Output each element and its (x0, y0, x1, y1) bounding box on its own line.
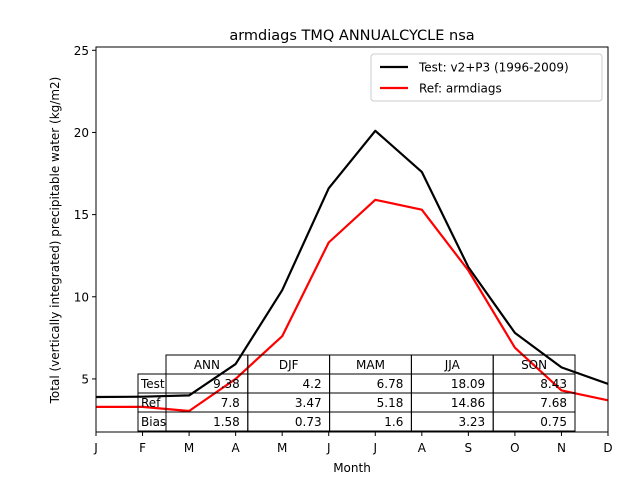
table-value: 9.38 (213, 377, 240, 391)
x-tick-label: N (557, 441, 566, 455)
y-tick-label: 5 (81, 372, 89, 386)
table-value: 18.09 (451, 377, 485, 391)
legend-box (370, 53, 603, 102)
x-tick-label: D (603, 441, 612, 455)
table-header-son: SON (521, 358, 547, 372)
table-cell (492, 411, 576, 432)
table-row-label-ref: Ref (141, 396, 161, 410)
table-header-djf: DJF (279, 358, 299, 372)
axes-frame (95, 46, 609, 433)
table-value: 4.2 (303, 377, 322, 391)
x-axis-label: Month (333, 461, 371, 475)
table-value: 6.78 (377, 377, 404, 391)
x-tick-label: J (326, 441, 331, 455)
table-value: 5.18 (377, 396, 404, 410)
x-tick-label: O (510, 441, 519, 455)
table-value: 7.68 (540, 396, 567, 410)
legend-label-test: Test: v2+P3 (1996-2009) (418, 61, 569, 75)
x-tick-label: F (139, 441, 146, 455)
table-header-mam: MAM (356, 358, 385, 372)
table-value: 3.47 (295, 396, 322, 410)
table-value: 7.8 (221, 396, 240, 410)
table-value: 1.6 (384, 415, 403, 429)
table-row-label-test: Test (140, 377, 165, 391)
table-value: 1.58 (213, 415, 240, 429)
x-tick-label: A (232, 441, 241, 455)
table-header-ann: ANN (194, 358, 220, 372)
x-tick-label: A (418, 441, 427, 455)
table-value: 0.73 (295, 415, 322, 429)
x-tick-label: M (184, 441, 194, 455)
y-tick-label: 20 (74, 126, 89, 140)
table-header-jja: JJA (444, 358, 461, 372)
table-value: 8.43 (540, 377, 567, 391)
legend-label-ref: Ref: armdiags (419, 82, 502, 96)
table-value: 14.86 (451, 396, 485, 410)
y-tick-label: 10 (74, 290, 89, 304)
table-row-label-bias: Bias (141, 415, 166, 429)
x-tick-label: J (93, 441, 98, 455)
x-tick-label: J (372, 441, 377, 455)
series-line-test (95, 129, 609, 399)
x-tick-label: M (277, 441, 287, 455)
y-tick-label: 15 (74, 208, 89, 222)
chart-title: armdiags TMQ ANNUALCYCLE nsa (229, 28, 474, 44)
table-value: 0.75 (540, 415, 567, 429)
y-tick-label: 25 (74, 44, 89, 58)
y-axis-label: Total (vertically integrated) precipitab… (48, 77, 62, 405)
x-tick-label: S (465, 441, 473, 455)
table-value: 3.23 (458, 415, 485, 429)
